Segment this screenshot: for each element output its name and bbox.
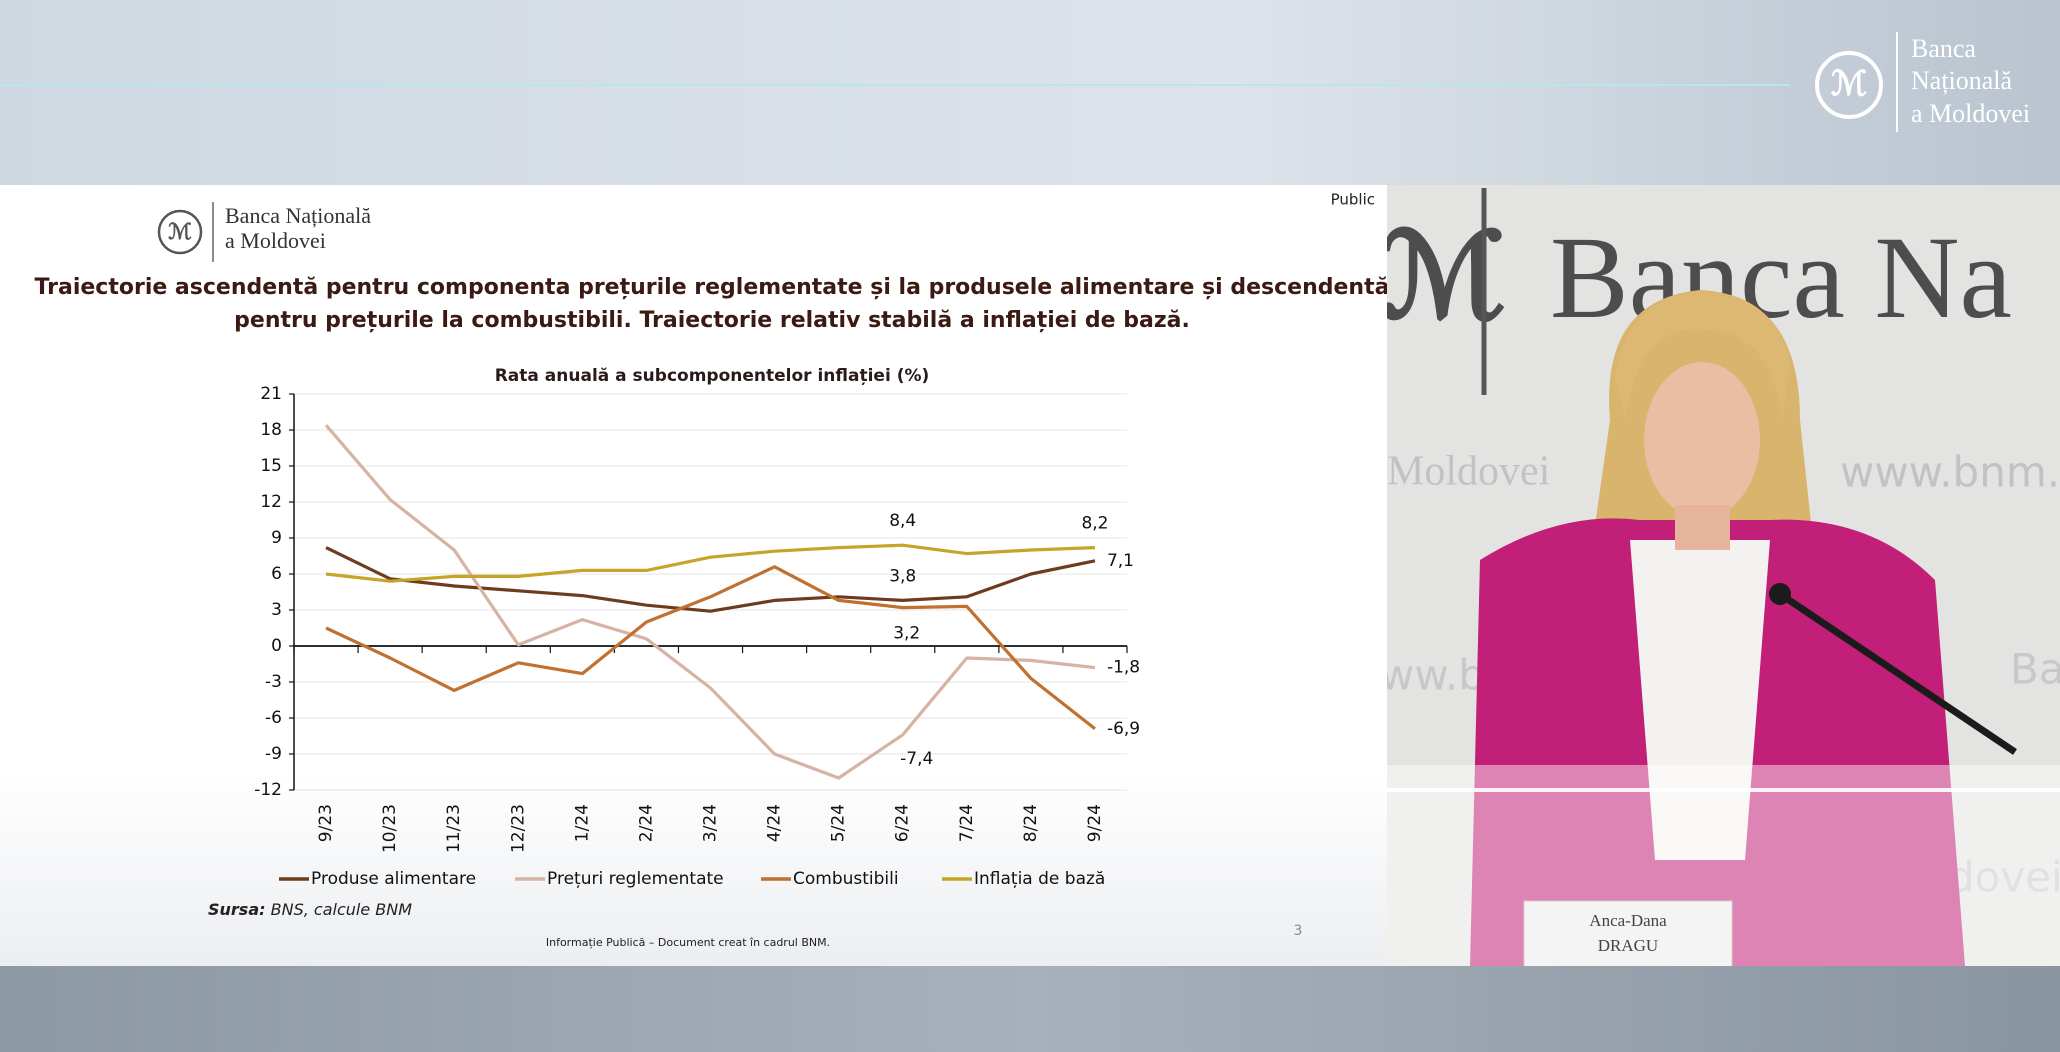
video-panel: Banca Na ℳ Moldovei www.bnm.m ww.bn Ban … (1380, 185, 2060, 966)
series-line (324, 424, 1096, 780)
y-tick-label: 9 (271, 528, 282, 548)
x-tick-label: 10/23 (380, 804, 400, 853)
value-label: -6,9 (1107, 719, 1140, 739)
x-tick-label: 1/24 (572, 804, 592, 842)
microphone-head (1769, 583, 1791, 605)
y-tick-label: -3 (265, 672, 282, 692)
microphone (1778, 591, 2017, 755)
backdrop-text: Moldovei (1387, 449, 1550, 495)
logo-text: Națională (1911, 66, 2013, 95)
logo-text: a Moldovei (1911, 99, 2030, 128)
backdrop-text: dovei (1948, 853, 2060, 902)
slide-logo-text: a Moldovei (225, 228, 326, 253)
emblem-mark: ℳ (1831, 66, 1867, 103)
value-label: 3,2 (893, 624, 920, 644)
blouse (1630, 540, 1770, 860)
backdrop-text: Banca Na (1550, 212, 2012, 343)
backdrop-text: www.bnm.m (1840, 448, 2060, 497)
slide-title: pentru prețurile la combustibili. Traiec… (234, 308, 1190, 333)
y-tick-label: 3 (271, 600, 282, 620)
y-tick-label: 0 (271, 636, 282, 656)
series-line (325, 543, 1096, 583)
value-label: 8,4 (889, 511, 916, 531)
x-tick-label: 9/23 (316, 804, 336, 842)
name-card (1523, 900, 1733, 966)
y-tick-label: -9 (265, 744, 282, 764)
y-tick-label: 15 (260, 456, 282, 476)
classification: Public (1331, 191, 1375, 209)
legend-label: Inflația de bază (974, 869, 1105, 889)
series-line (325, 565, 1096, 731)
source-text: BNS, calcule BNM (271, 900, 413, 919)
y-tick-label: 21 (260, 384, 282, 404)
neck (1675, 505, 1730, 550)
x-tick-label: 3/24 (701, 804, 721, 842)
x-tick-label: 2/24 (636, 804, 656, 842)
legend-label: Produse alimentare (311, 869, 476, 889)
x-tick-label: 4/24 (765, 804, 785, 842)
y-tick-label: 6 (271, 564, 282, 584)
x-tick-label: 12/23 (508, 804, 528, 853)
backdrop-text: Ban (2010, 645, 2060, 694)
backdrop-emblem: ℳ (1380, 212, 1506, 343)
value-label: -1,8 (1107, 658, 1140, 678)
y-tick-label: 18 (260, 420, 282, 440)
legend-label: Prețuri reglementate (547, 869, 724, 889)
y-tick-label: -12 (254, 780, 282, 800)
bottom-band (0, 966, 2060, 1052)
series-line (325, 546, 1096, 613)
x-tick-label: 5/24 (829, 804, 849, 842)
slide-emblem-mark: ℳ (168, 219, 192, 244)
y-tick-label: -6 (265, 708, 282, 728)
x-tick-label: 8/24 (1021, 804, 1041, 842)
face (1644, 362, 1760, 518)
chart-title: Rata anuală a subcomponentelor inflației… (495, 366, 930, 386)
slide (0, 185, 1387, 966)
slide-footer: Informație Publică – Document creat în c… (546, 936, 830, 949)
logo-text: Banca (1911, 34, 1976, 63)
name-card-text: Anca-Dana (1589, 911, 1667, 930)
slide-emblem (157, 209, 203, 255)
source: Sursa: BNS, calcule BNM (208, 900, 412, 919)
y-tick-label: 12 (260, 492, 282, 512)
chart: -12 -9 -6 -3 0 3 6 9 12 15 18 21 9/23 10/23 11/23 12/23… (254, 384, 1140, 889)
top-band (0, 0, 2060, 185)
value-label: 7,1 (1107, 551, 1134, 571)
source-label: Sursa: (208, 900, 266, 919)
value-label: 8,2 (1081, 514, 1108, 534)
x-tick-label: 7/24 (957, 804, 977, 842)
value-label: 3,8 (889, 566, 916, 586)
emblem (1815, 51, 1883, 119)
x-tick-label: 6/24 (893, 804, 913, 842)
x-tick-label: 9/24 (1085, 804, 1105, 842)
page-number: 3 (1294, 923, 1303, 939)
slide-title: Traiectorie ascendentă pentru componenta… (35, 275, 1390, 300)
x-tick-label: 11/23 (444, 804, 464, 853)
slide-logo-text: Banca Națională (225, 203, 371, 228)
value-label: -7,4 (900, 749, 933, 769)
legend-label: Combustibili (793, 869, 899, 889)
fringe (1615, 291, 1790, 420)
name-card-text: DRAGU (1598, 936, 1658, 955)
